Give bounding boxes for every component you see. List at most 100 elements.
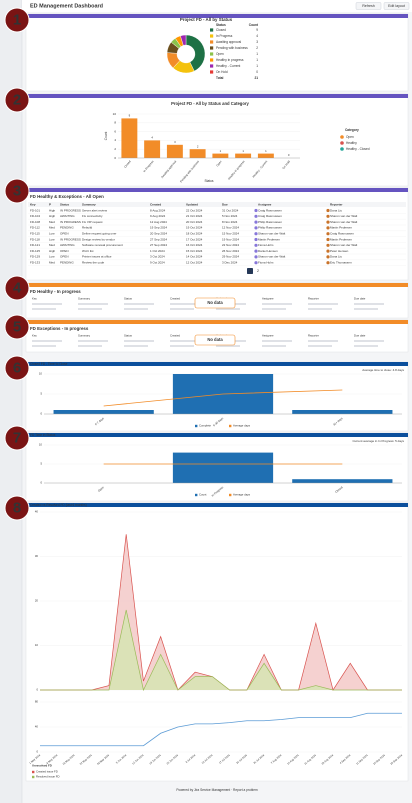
y-tick-label: 10 xyxy=(39,443,43,447)
table-cell: Sharon van der Walt xyxy=(258,255,285,259)
y-tick-label: 20 xyxy=(35,599,39,603)
table-cell: Low xyxy=(49,237,55,241)
no-data: No data xyxy=(207,300,223,305)
table-cell: FD-112 xyxy=(30,226,40,230)
legend-label: Complete xyxy=(199,424,211,428)
placeholder-row xyxy=(354,303,384,305)
annotation-badge xyxy=(4,355,30,381)
header-button[interactable] xyxy=(355,2,382,10)
avatar xyxy=(254,214,258,218)
y-tick-label: 5 xyxy=(40,392,42,396)
panel-header xyxy=(26,503,408,507)
y-tick-label: 2 xyxy=(114,147,116,151)
header-button-label[interactable]: Refresh xyxy=(362,4,375,8)
placeholder-row xyxy=(170,340,200,342)
legend-swatch xyxy=(210,58,214,62)
legend-label: Average days xyxy=(233,424,251,428)
table-cell: 8 Nov 2024 xyxy=(222,220,238,224)
header-button-label[interactable]: Edit layout xyxy=(388,4,405,8)
table-header: Created xyxy=(150,202,161,206)
legend-swatch xyxy=(210,34,214,38)
page-number[interactable]: 2 xyxy=(257,269,259,273)
placeholder-row xyxy=(32,340,62,342)
avatar xyxy=(326,261,330,265)
table-cell: 14 Oct 2024 xyxy=(186,255,203,259)
avatar xyxy=(254,232,258,236)
table-cell: Wi-Fi list xyxy=(82,249,94,253)
table-cell: 27 Sep 2024 xyxy=(150,243,167,247)
table-cell: 19 Nov 2024 xyxy=(222,237,239,241)
x-tick-label: 4 Sep 2024 xyxy=(339,753,352,765)
sidebar xyxy=(0,0,22,803)
table-cell: Sharon van der Walt xyxy=(330,220,357,224)
y-tick-label: 30 xyxy=(35,554,39,558)
table-cell: 17 Oct 2024 xyxy=(186,237,203,241)
avatar xyxy=(326,255,330,259)
legend-label: Awaiting approval xyxy=(216,40,241,44)
bar xyxy=(144,140,161,158)
dashboard-title: ED Management Dashboard xyxy=(30,3,103,9)
avatar xyxy=(254,220,258,224)
bar-value-label: 9 xyxy=(129,114,131,118)
table-cell: IN PROGRESS xyxy=(60,220,81,224)
table-cell: FD-115 xyxy=(30,231,40,235)
legend-value: 1 xyxy=(256,58,258,62)
table-cell: Eric Thomassen xyxy=(330,260,352,264)
legend-swatch xyxy=(210,46,214,50)
legend-swatch xyxy=(195,424,198,428)
column-header: Assignee xyxy=(262,334,274,338)
column-header: Created xyxy=(170,297,180,301)
avatar xyxy=(326,214,330,218)
column-header: Due date xyxy=(354,334,366,338)
page-number[interactable]: 1 xyxy=(249,269,251,273)
x-tick-label: Closed xyxy=(334,485,344,494)
legend-swatch xyxy=(210,70,214,74)
chart-title: FD Time in Status xyxy=(30,433,56,437)
table-cell: 9 Aug 2024 xyxy=(150,214,166,218)
panel xyxy=(25,13,409,92)
bar xyxy=(172,452,274,483)
legend-value: 0 xyxy=(256,70,258,74)
y-tick-label: 10 xyxy=(113,112,117,116)
table-cell: Fiona Holm xyxy=(258,260,274,264)
table-cell: High xyxy=(49,249,56,253)
column-header: Summary xyxy=(78,297,91,301)
line xyxy=(103,389,343,407)
table-cell: Design review by vendor xyxy=(82,237,115,241)
legend-swatch xyxy=(32,770,35,774)
header-button[interactable] xyxy=(383,2,410,10)
footer: Powered by Jira Service Management · Rep… xyxy=(176,788,258,792)
legend-label: Healthy xyxy=(346,141,357,145)
chart-title: Project FD - All by Status xyxy=(180,17,233,22)
bar-value-label: 1 xyxy=(265,149,267,153)
table-cell: OPEN xyxy=(60,249,69,253)
bar xyxy=(292,410,393,414)
table-cell: Med xyxy=(49,226,55,230)
line-name: Unresolved FD xyxy=(32,764,52,768)
table-cell: Martin Pedersen xyxy=(258,237,280,241)
table-cell: Dana Liu xyxy=(330,255,342,259)
chart-title: Project FD - All by Status and Category xyxy=(171,101,249,106)
table-cell: 22 Oct 2024 xyxy=(186,208,203,212)
table-cell: 26 Nov 2024 xyxy=(222,249,239,253)
table-cell: Software renewal procurement xyxy=(82,243,123,247)
annotation-number: 8 xyxy=(13,499,21,516)
annotation-badge xyxy=(4,87,30,113)
bar xyxy=(189,149,206,158)
panel-header xyxy=(26,14,408,18)
table-cell: Rebuild xyxy=(82,226,93,230)
y-tick-label: 5 xyxy=(40,462,42,466)
table-cell: 29 Nov 2024 xyxy=(222,255,239,259)
column-header: Status xyxy=(124,334,133,338)
panel xyxy=(25,502,409,782)
y-tick-label: 0 xyxy=(36,688,38,692)
y-tick-label: 40 xyxy=(35,725,39,729)
annotation-badge xyxy=(4,7,30,33)
table-cell: 5 Nov 2024 xyxy=(222,214,238,218)
avatar xyxy=(326,243,330,247)
avatar xyxy=(326,208,330,213)
legend-label: Healthy in progress xyxy=(216,58,244,62)
legend-label: On Hold xyxy=(216,70,228,74)
page-current xyxy=(247,268,253,274)
